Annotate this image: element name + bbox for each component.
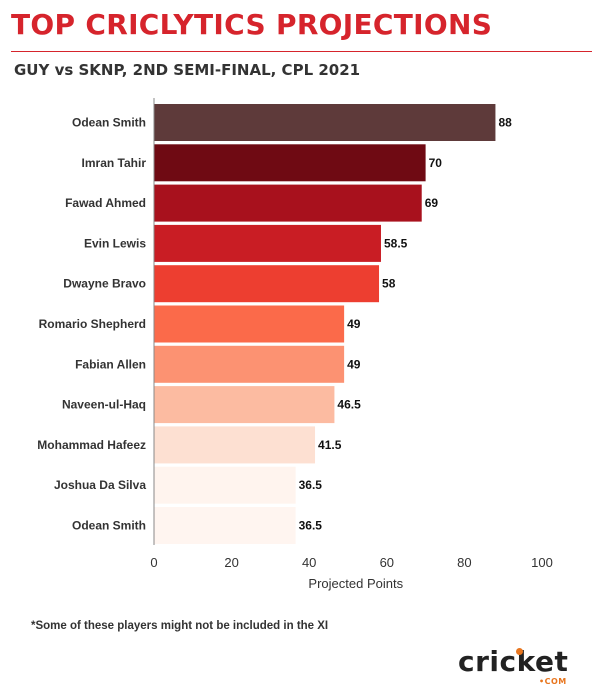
category-label: Dwayne Bravo <box>63 277 146 291</box>
title-divider <box>11 51 592 52</box>
data-label: 69 <box>425 196 439 210</box>
bar <box>154 386 335 424</box>
data-label: 36.5 <box>299 519 323 533</box>
bar <box>154 144 426 182</box>
bar <box>154 345 345 383</box>
category-label: Romario Shepherd <box>39 317 146 331</box>
data-label: 70 <box>429 156 443 170</box>
page-subtitle: GUY vs SKNP, 2ND SEMI-FINAL, CPL 2021 <box>14 61 361 79</box>
x-tick-label: 100 <box>531 555 553 570</box>
category-label: Odean Smith <box>72 519 146 533</box>
x-tick-label: 40 <box>302 555 316 570</box>
data-label: 88 <box>498 116 512 130</box>
data-label: 58.5 <box>384 236 408 250</box>
category-label: Evin Lewis <box>84 236 146 250</box>
category-label: Mohammad Hafeez <box>37 438 146 452</box>
bar-chart: Odean Smith 88 Imran Tahir 70 Fawad Ahmed 69 E… <box>37 98 553 591</box>
bar <box>154 265 380 303</box>
page-title: TOP CRICLYTICS PROJECTIONS <box>11 8 493 41</box>
data-label: 49 <box>347 357 361 371</box>
footnote: *Some of these players might not be incl… <box>31 620 329 632</box>
bar <box>154 224 381 262</box>
cricket-com-logo: cricket •COM <box>458 646 574 688</box>
data-label: 46.5 <box>337 398 361 412</box>
bar <box>154 305 345 343</box>
category-label: Joshua Da Silva <box>54 478 146 492</box>
category-label: Fabian Allen <box>75 357 146 371</box>
logo-wordmark: cricket <box>458 645 569 678</box>
bar <box>154 104 496 141</box>
x-tick-label: 20 <box>224 555 238 570</box>
data-label: 41.5 <box>318 438 342 452</box>
x-axis-title: Projected Points <box>308 576 403 591</box>
category-label: Naveen-ul-Haq <box>62 398 146 412</box>
bar <box>154 184 422 222</box>
category-label: Odean Smith <box>72 116 146 130</box>
x-tick-label: 80 <box>457 555 471 570</box>
x-tick-label: 60 <box>380 555 394 570</box>
data-label: 58 <box>382 277 396 291</box>
x-tick-label: 0 <box>150 555 157 570</box>
bar <box>154 426 316 464</box>
data-label: 49 <box>347 317 361 331</box>
category-label: Fawad Ahmed <box>65 196 146 210</box>
bar <box>154 466 296 504</box>
data-label: 36.5 <box>299 478 323 492</box>
bar <box>154 507 296 544</box>
logo-dot-icon <box>516 648 523 655</box>
logo-domain: •COM <box>539 677 567 686</box>
category-label: Imran Tahir <box>82 156 147 170</box>
